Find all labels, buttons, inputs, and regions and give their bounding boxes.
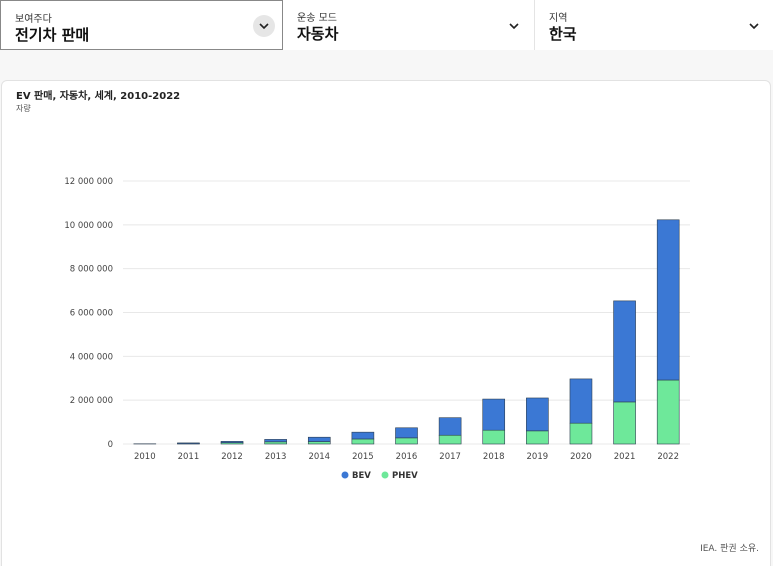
dropdown-value: 전기차 판매 <box>15 26 90 44</box>
chart-card: EV 판매, 자동차, 세계, 2010-2022 자량 IEA. 판권 소유.… <box>1 80 771 566</box>
source-note: IEA. 판권 소유. <box>700 542 759 554</box>
bar-segment <box>307 441 331 445</box>
legend-label: PHEV <box>392 471 418 481</box>
x-tick-label: 2011 <box>178 452 200 462</box>
x-tick-label: 2017 <box>439 452 461 462</box>
x-tick-label: 2020 <box>570 452 592 462</box>
x-tick-label: 2019 <box>527 452 549 462</box>
bar-segment <box>569 422 593 445</box>
dropdown[interactable]: 보여주다 전기차 판매 <box>0 0 283 50</box>
x-tick-label: 2013 <box>265 452 287 462</box>
y-tick-label: 2 000 000 <box>70 396 113 406</box>
chart-title: EV 판매, 자동차, 세계, 2010-2022 <box>16 89 180 102</box>
bar-segment <box>569 378 593 424</box>
bar-segment <box>613 401 636 445</box>
bar-segment <box>613 300 636 403</box>
legend-label: BEV <box>352 471 371 481</box>
bar-segment <box>351 438 375 445</box>
x-tick-label: 2018 <box>483 452 505 462</box>
x-tick-label: 2010 <box>134 452 156 462</box>
chevron-icon <box>749 23 759 30</box>
bar-segment <box>482 429 506 445</box>
chart-subtitle: 자량 <box>16 103 31 113</box>
x-tick-label: 2012 <box>221 452 243 462</box>
x-tick-label: 2022 <box>657 452 679 462</box>
bar-segment <box>395 427 418 439</box>
chart: EV 판매, 자동차, 세계, 2010-2022 자량 IEA. 판권 소유.… <box>16 89 759 554</box>
chevron-icon <box>509 23 519 30</box>
legend-marker <box>341 471 349 479</box>
bar-segment <box>264 439 287 443</box>
x-tick-label: 2016 <box>396 452 418 462</box>
x-tick-label: 2021 <box>614 452 636 462</box>
bar-segment <box>526 397 549 432</box>
chevron-icon <box>253 15 275 37</box>
y-tick-label: 8 000 000 <box>70 265 113 275</box>
dropdown-label: 운송 모드 <box>297 13 337 24</box>
dropdown[interactable]: 지역 한국 <box>535 0 773 50</box>
x-tick-label: 2015 <box>352 452 374 462</box>
legend-marker <box>381 471 389 479</box>
y-tick-label: 12 000 000 <box>64 177 113 187</box>
bar-segment <box>351 431 375 440</box>
bar-segment <box>395 437 418 445</box>
bar-segment <box>438 417 462 436</box>
y-tick-label: 6 000 000 <box>70 309 113 319</box>
bar-segment <box>482 398 506 431</box>
bar-segment <box>220 441 244 443</box>
dropdown[interactable]: 운송 모드 자동차 <box>283 0 535 50</box>
bar-segment <box>526 430 549 445</box>
bar-segment <box>656 379 680 445</box>
dropdown-label: 지역 <box>549 13 568 24</box>
dropdown-label: 보여주다 <box>15 14 52 25</box>
y-tick-label: 4 000 000 <box>70 352 113 362</box>
bar-segment <box>307 436 331 442</box>
y-tick-label: 10 000 000 <box>64 221 113 231</box>
bar-segment <box>264 441 287 445</box>
bar-segment <box>177 442 200 445</box>
bar-segment <box>656 219 680 381</box>
x-tick-label: 2014 <box>308 452 330 462</box>
y-tick-label: 0 <box>108 440 113 450</box>
bar-segment <box>438 434 462 445</box>
dropdown-value: 한국 <box>549 25 577 43</box>
dropdown-value: 자동차 <box>297 25 339 43</box>
